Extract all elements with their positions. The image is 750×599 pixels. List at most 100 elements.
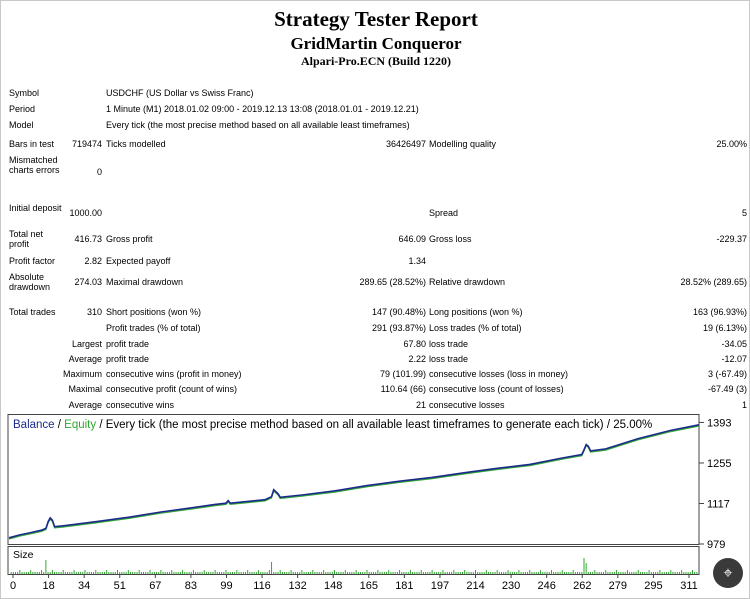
deposit-value: 1000.00 [69, 208, 102, 218]
avg-cw-value: 21 [415, 400, 426, 410]
x-tick-label: 116 [253, 580, 271, 592]
mismatch-value: 0 [96, 167, 102, 177]
x-tick-label: 99 [220, 580, 232, 592]
chart-legend: Balance / Equity / Every tick (the most … [13, 419, 652, 431]
bars-label: Bars in test [9, 139, 55, 149]
avg-cl-label: consecutive losses [429, 400, 505, 410]
mxl-cp-label: consecutive profit (count of wins) [106, 384, 238, 394]
symbol-label: Symbol [9, 88, 40, 98]
legend-balance: Balance [13, 419, 55, 431]
x-tick-label: 83 [185, 580, 197, 592]
maximal-label: Maximal [68, 384, 102, 394]
pf-value: 2.82 [84, 256, 102, 266]
net-value: 416.73 [74, 234, 102, 244]
abs-dd-value: 274.03 [74, 277, 102, 287]
largest-lt-label: loss trade [429, 339, 469, 349]
trades-label: Total trades [9, 307, 56, 317]
deposit-label: Initial deposit [9, 203, 62, 213]
balance-equity-chart: Balance / Equity / Every tick (the most … [7, 414, 731, 592]
zoom-icon[interactable]: ⌖ [713, 558, 743, 588]
x-tick-label: 148 [324, 580, 342, 592]
trades-value: 310 [86, 307, 102, 317]
long-value: 163 (96.93%) [692, 307, 747, 317]
spread-label: Spread [429, 208, 459, 218]
mxl-cp-value: 110.64 (66) [380, 384, 426, 394]
pf-label: Profit factor [9, 256, 56, 266]
average-lt-label: loss trade [429, 354, 469, 364]
x-tick-label: 181 [395, 580, 413, 592]
x-tick-label: 132 [288, 580, 306, 592]
x-tick-label: 0 [10, 580, 16, 592]
gross-profit-value: 646.09 [398, 234, 426, 244]
mismatch-label: Mismatched charts errors [9, 155, 60, 175]
average-pt-label: profit trade [106, 354, 150, 364]
mxl-cl-value: -67.49 (3) [707, 384, 747, 394]
short-value: 147 (90.48%) [371, 307, 426, 317]
x-tick-label: 295 [644, 580, 662, 592]
largest-pt-label: profit trade [106, 339, 150, 349]
maximum-label: Maximum [62, 369, 102, 379]
bars-value: 719474 [71, 139, 102, 149]
x-tick-label: 262 [573, 580, 591, 592]
volume-label: Size [13, 549, 34, 561]
pt-value: 291 (93.87%) [371, 323, 426, 333]
gross-loss-label: Gross loss [429, 234, 472, 244]
report-title: Strategy Tester Report [274, 7, 478, 31]
largest-label: Largest [71, 339, 102, 349]
payoff-label: Expected payoff [106, 256, 171, 266]
avg-cw-label: consecutive wins [106, 400, 175, 410]
legend-sep: / [55, 419, 65, 431]
balance-series-line [8, 424, 700, 539]
x-tick-label: 230 [502, 580, 520, 592]
gross-profit-label: Gross profit [106, 234, 153, 244]
largest-lt-value: -34.05 [721, 339, 747, 349]
symbol-value: USDCHF (US Dollar vs Swiss Franc) [106, 88, 254, 98]
x-tick-label: 67 [149, 580, 161, 592]
period-label: Period [9, 104, 36, 114]
lt-label: Loss trades (% of total) [429, 323, 522, 333]
average-lt-value: -12.07 [721, 354, 747, 364]
max-cw-value: 79 (101.99) [379, 369, 426, 379]
max-cl-label: consecutive losses (loss in money) [429, 369, 569, 379]
average-pt-value: 2.22 [408, 354, 426, 364]
model-label: Model [9, 120, 34, 130]
x-tick-label: 279 [609, 580, 627, 592]
max-dd-value: 289.65 (28.52%) [359, 277, 426, 287]
x-tick-label: 165 [360, 580, 378, 592]
legend-rest: / Every tick (the most precise method ba… [96, 419, 652, 431]
mxl-cl-label: consecutive loss (count of losses) [429, 384, 564, 394]
gross-loss-value: -229.37 [716, 234, 747, 244]
abs-dd-label: Absolute drawdown [9, 272, 51, 292]
period-value: 1 Minute (M1) 2018.01.02 09:00 - 2019.12… [106, 104, 419, 114]
pt-label: Profit trades (% of total) [106, 323, 201, 333]
y-tick-label: 1255 [707, 458, 731, 470]
model-value: Every tick (the most precise method base… [106, 120, 410, 130]
net-label: Total net profit [9, 229, 44, 249]
x-tick-label: 18 [42, 580, 54, 592]
spread-value: 5 [741, 208, 747, 218]
y-tick-label: 979 [707, 539, 725, 551]
ticks-label: Ticks modelled [106, 139, 166, 149]
max-cw-label: consecutive wins (profit in money) [106, 369, 242, 379]
volume-plot-frame [7, 546, 700, 575]
volume-bars [10, 558, 698, 574]
x-tick-label: 197 [431, 580, 449, 592]
max-cl-value: 3 (-67.49) [707, 369, 747, 379]
rel-dd-label: Relative drawdown [429, 277, 506, 287]
payoff-value: 1.34 [408, 256, 426, 266]
expert-name: GridMartin Conqueror [290, 34, 462, 53]
y-tick-label: 1393 [707, 417, 731, 429]
x-tick-label: 311 [680, 580, 698, 592]
x-axis-ticks: 0 18 34 51 67 83 99 116 132 148 165 181 197 214 230 246… [10, 574, 698, 592]
server-name: Alpari-Pro.ECN (Build 1220) [300, 54, 452, 68]
long-label: Long positions (won %) [429, 307, 523, 317]
lt-value: 19 (6.13%) [702, 323, 747, 333]
x-tick-label: 51 [114, 580, 126, 592]
quality-value: 25.00% [716, 139, 747, 149]
avg2-label: Average [68, 400, 102, 410]
short-label: Short positions (won %) [106, 307, 202, 317]
largest-pt-value: 67.80 [403, 339, 426, 349]
x-tick-label: 214 [466, 580, 484, 592]
legend-equity: Equity [64, 419, 96, 431]
quality-label: Modelling quality [429, 139, 497, 149]
